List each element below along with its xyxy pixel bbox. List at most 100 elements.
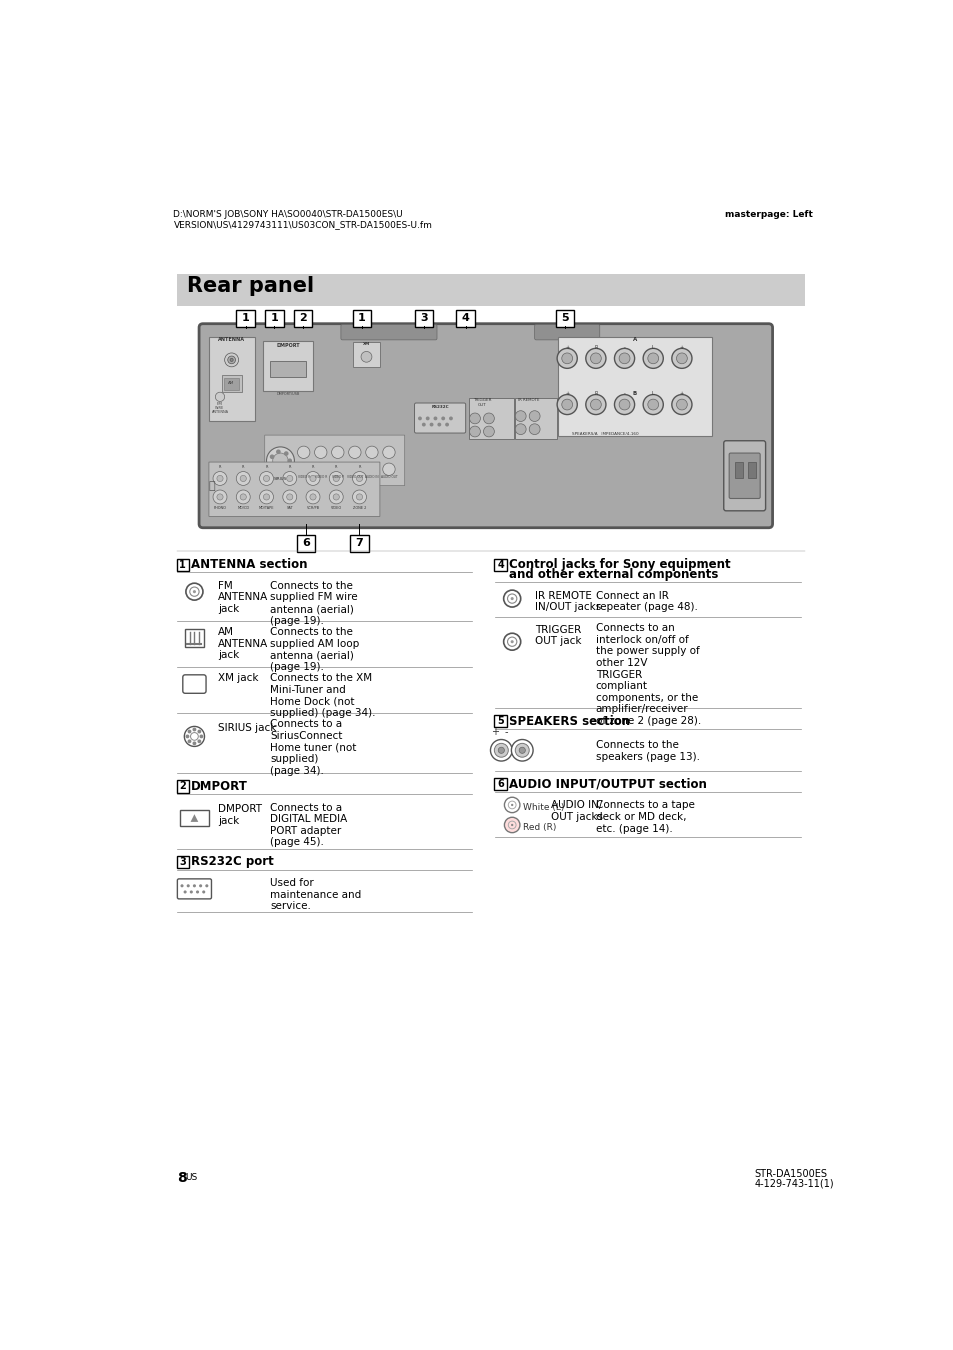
Circle shape (469, 427, 480, 437)
Circle shape (240, 494, 246, 499)
Text: RS232C: RS232C (431, 405, 449, 409)
Circle shape (297, 446, 310, 459)
Circle shape (205, 884, 208, 887)
FancyBboxPatch shape (415, 310, 433, 327)
Text: MD/TAPE: MD/TAPE (258, 506, 274, 510)
Circle shape (504, 798, 519, 813)
Text: US: US (185, 1173, 197, 1183)
Circle shape (511, 740, 533, 761)
FancyBboxPatch shape (494, 559, 506, 571)
Bar (735, 462, 742, 478)
Text: AUDIO IN: AUDIO IN (365, 475, 378, 479)
Text: TRIGGER: TRIGGER (472, 398, 491, 402)
Text: FM
ANTENNA
jack: FM ANTENNA jack (217, 580, 268, 614)
Circle shape (314, 446, 327, 459)
Circle shape (503, 590, 520, 608)
Text: Connects to an
interlock on/off of
the power supply of
other 12V
TRIGGER
complia: Connects to an interlock on/off of the p… (596, 624, 700, 726)
Text: ANTENNA: ANTENNA (218, 338, 245, 343)
Text: IR REMOTE: IR REMOTE (517, 398, 538, 402)
FancyBboxPatch shape (353, 342, 379, 367)
Text: Rear panel: Rear panel (187, 275, 314, 296)
Circle shape (360, 351, 372, 362)
Text: -: - (623, 392, 625, 397)
Text: 5: 5 (560, 313, 568, 323)
Circle shape (286, 475, 293, 482)
Circle shape (240, 475, 246, 482)
FancyBboxPatch shape (534, 324, 599, 340)
Circle shape (469, 413, 480, 424)
Text: TRIGGER
OUT jack: TRIGGER OUT jack (535, 625, 581, 647)
Text: MD/CD: MD/CD (237, 506, 249, 510)
Circle shape (191, 733, 198, 740)
FancyBboxPatch shape (468, 398, 514, 439)
Circle shape (188, 729, 192, 733)
Text: 1: 1 (241, 313, 249, 323)
Circle shape (310, 475, 315, 482)
Text: SPEAKERS section: SPEAKERS section (509, 714, 630, 728)
Text: 4: 4 (497, 560, 503, 570)
Circle shape (353, 471, 366, 486)
FancyBboxPatch shape (723, 440, 765, 510)
Circle shape (618, 400, 629, 410)
Text: 1: 1 (357, 313, 365, 323)
Circle shape (507, 637, 517, 647)
Circle shape (282, 471, 296, 486)
Bar (221, 375, 241, 393)
Circle shape (310, 494, 315, 499)
Circle shape (273, 454, 288, 468)
Circle shape (286, 494, 293, 499)
Circle shape (332, 463, 344, 475)
Circle shape (216, 494, 223, 499)
Circle shape (193, 728, 196, 732)
Text: Used for
maintenance and
service.: Used for maintenance and service. (270, 878, 361, 911)
Circle shape (441, 417, 445, 420)
Circle shape (417, 417, 421, 420)
Circle shape (306, 490, 319, 504)
Circle shape (382, 446, 395, 459)
Circle shape (259, 490, 274, 504)
Text: White (L): White (L) (522, 803, 564, 813)
Text: 5: 5 (497, 716, 503, 726)
Circle shape (213, 490, 227, 504)
Text: VERSION\US\4129743111\US03CON_STR-DA1500ES-U.fm: VERSION\US\4129743111\US03CON_STR-DA1500… (173, 220, 432, 230)
Circle shape (275, 467, 280, 472)
Text: PHONO: PHONO (213, 506, 226, 510)
Text: XM: XM (362, 343, 370, 346)
Circle shape (184, 726, 204, 747)
Text: VIDEO R: VIDEO R (314, 475, 327, 479)
Circle shape (618, 352, 629, 363)
Circle shape (270, 463, 274, 467)
Circle shape (511, 803, 513, 806)
Text: B: B (632, 392, 636, 397)
Text: Connect an IR
repeater (page 48).: Connect an IR repeater (page 48). (596, 591, 697, 613)
Text: R: R (242, 466, 244, 470)
Text: STR-DA1500ES: STR-DA1500ES (754, 1169, 827, 1179)
Text: IR REMOTE
IN/OUT jacks: IR REMOTE IN/OUT jacks (535, 591, 601, 613)
FancyBboxPatch shape (209, 336, 254, 421)
FancyBboxPatch shape (353, 310, 371, 327)
Text: AUDIO IN/
OUT jacks: AUDIO IN/ OUT jacks (550, 801, 602, 822)
Circle shape (199, 884, 202, 887)
Circle shape (497, 747, 504, 753)
Text: AUDIO INPUT/OUTPUT section: AUDIO INPUT/OUTPUT section (509, 778, 706, 791)
Text: R: R (288, 466, 291, 470)
Circle shape (185, 734, 190, 738)
Text: DMPORT/USB: DMPORT/USB (276, 392, 299, 396)
FancyBboxPatch shape (264, 435, 404, 486)
Circle shape (676, 400, 686, 410)
Text: +: + (491, 726, 498, 737)
Text: WIRE: WIRE (215, 406, 224, 410)
Circle shape (348, 446, 360, 459)
Text: +: + (564, 392, 569, 397)
Circle shape (348, 463, 360, 475)
Text: SIRIUS jack: SIRIUS jack (217, 722, 275, 733)
Circle shape (529, 424, 539, 435)
Circle shape (215, 393, 224, 401)
FancyBboxPatch shape (199, 324, 772, 528)
Circle shape (187, 884, 190, 887)
Circle shape (195, 891, 199, 894)
Circle shape (511, 824, 513, 826)
Circle shape (614, 348, 634, 369)
Circle shape (671, 348, 691, 369)
Text: L: L (651, 392, 654, 397)
